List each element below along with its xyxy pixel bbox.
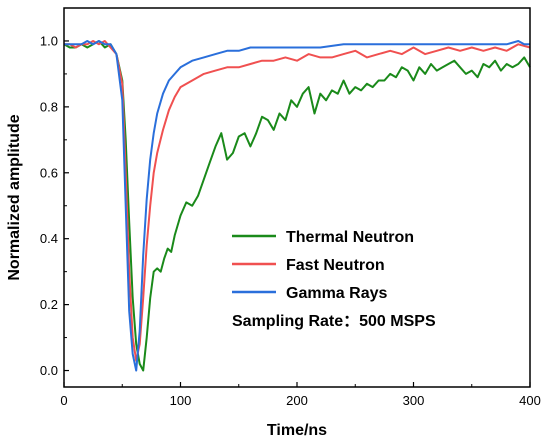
legend-label-fast-neutron: Fast Neutron bbox=[286, 257, 385, 274]
y-tick-label: 1.0 bbox=[40, 33, 58, 48]
y-tick-label: 0.0 bbox=[40, 363, 58, 378]
x-tick-label: 0 bbox=[60, 393, 67, 408]
series-layer bbox=[63, 40, 531, 372]
y-tick-label: 0.2 bbox=[40, 297, 58, 312]
y-tick-label: 0.8 bbox=[40, 99, 58, 114]
y-axis-title: Normalized amplitude bbox=[6, 114, 23, 280]
plot-frame bbox=[63, 7, 531, 388]
legend-entry-gamma-rays: Gamma Rays bbox=[232, 285, 387, 302]
x-tick-label: 300 bbox=[403, 393, 425, 408]
legend-label-gamma-rays: Gamma Rays bbox=[286, 285, 387, 302]
legend-entry-fast-neutron: Fast Neutron bbox=[232, 257, 385, 274]
y-tick-label: 0.4 bbox=[40, 231, 58, 246]
x-tick-label: 400 bbox=[519, 393, 541, 408]
legend: Thermal Neutron Fast Neutron Gamma Rays bbox=[232, 229, 414, 302]
ticks-layer: 0 100 200 300 400 0.0 0.2 0.4 0.6 0.8 1.0 bbox=[40, 33, 541, 408]
x-tick-label: 100 bbox=[170, 393, 192, 408]
legend-label-thermal-neutron: Thermal Neutron bbox=[286, 229, 414, 246]
legend-entry-thermal-neutron: Thermal Neutron bbox=[232, 229, 414, 246]
x-tick-label: 200 bbox=[286, 393, 308, 408]
series-line-gamma-rays bbox=[64, 40, 530, 372]
sampling-rate-annotation: Sampling Rate：500 MSPS bbox=[232, 313, 436, 330]
x-axis-title: Time/ns bbox=[267, 422, 327, 439]
y-tick-label: 0.6 bbox=[40, 165, 58, 180]
